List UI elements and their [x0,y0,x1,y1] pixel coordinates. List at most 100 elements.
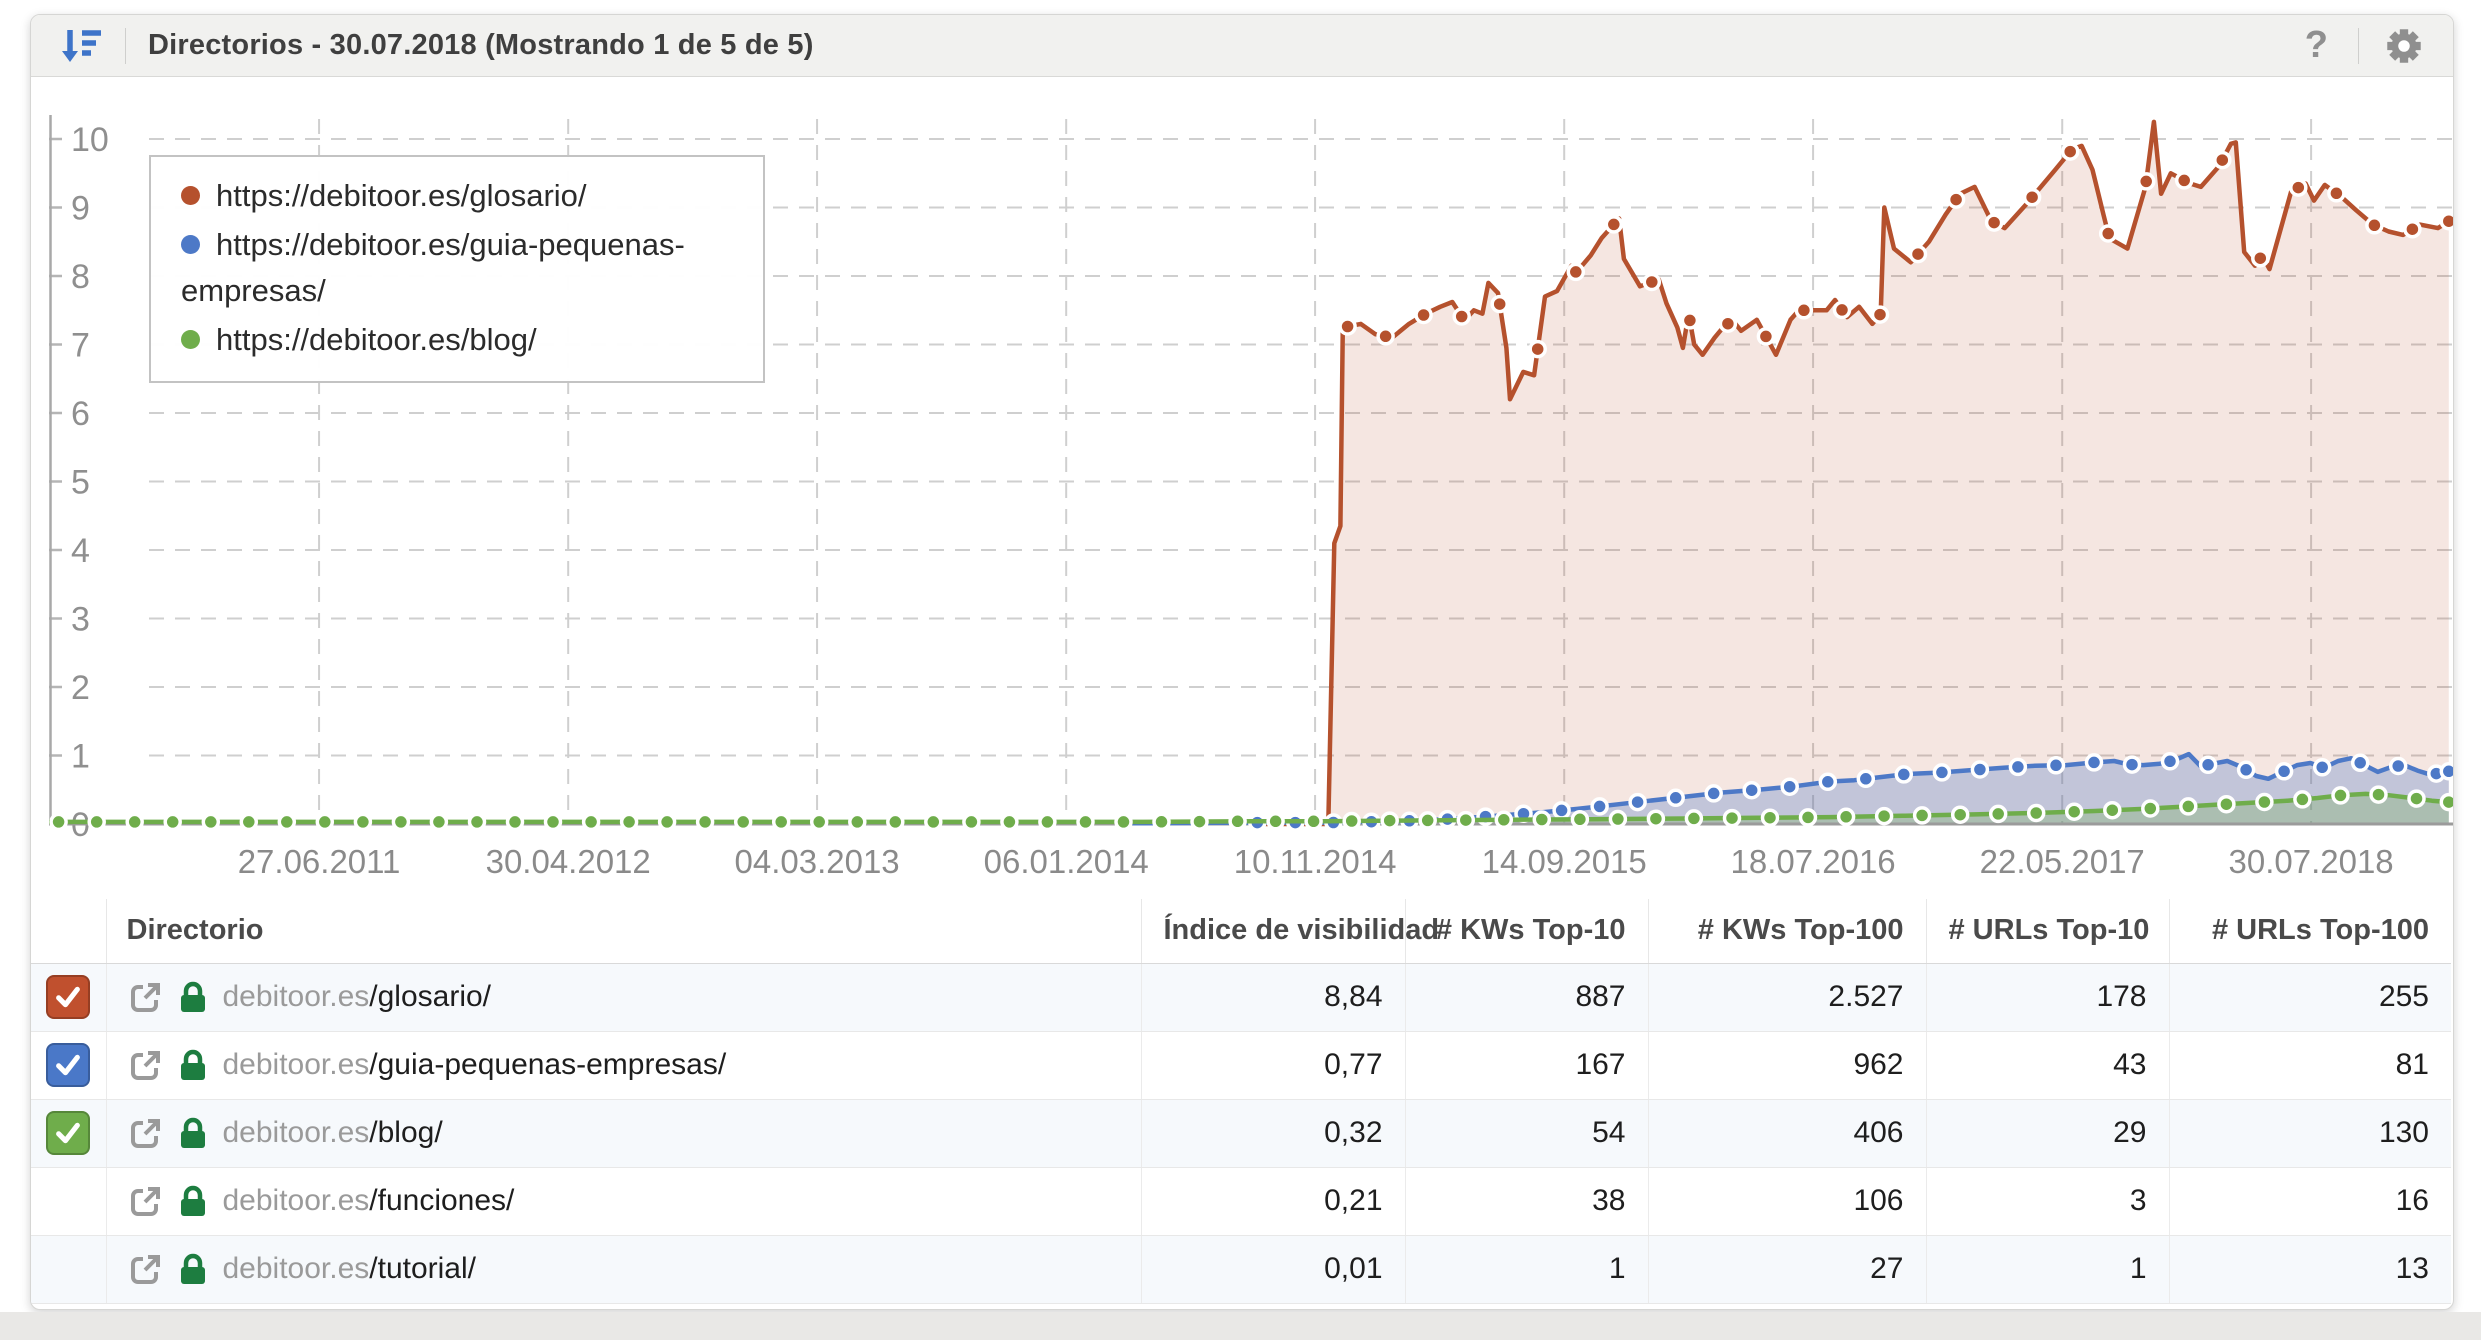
data-point-marker[interactable] [1718,314,1738,333]
data-point-marker[interactable] [581,812,601,832]
data-point-marker[interactable] [2179,797,2198,816]
data-point-marker[interactable] [2289,178,2308,197]
data-point-marker[interactable] [2274,762,2294,781]
column-header[interactable]: # URLs Top-100 [2168,899,2451,964]
data-point-marker[interactable] [1228,812,1247,831]
data-point-marker[interactable] [1190,812,1209,831]
series-checkbox[interactable] [46,1111,91,1155]
data-point-marker[interactable] [1836,807,1856,827]
data-point-marker[interactable] [1908,244,1928,264]
data-point-marker[interactable] [1528,339,1547,359]
data-point-marker[interactable] [1874,806,1894,826]
data-point-marker[interactable] [1722,808,1742,828]
data-point-marker[interactable] [315,812,335,832]
data-point-marker[interactable] [2198,755,2218,775]
directory-link[interactable]: debitoor.es/funciones/ [223,1184,515,1218]
data-point-marker[interactable] [1970,760,1990,779]
data-point-marker[interactable] [1984,213,2004,232]
data-point-marker[interactable] [771,812,791,832]
data-point-marker[interactable] [277,812,297,832]
data-point-marker[interactable] [809,812,829,832]
data-point-marker[interactable] [2103,800,2122,820]
data-point-marker[interactable] [49,812,68,832]
data-point-marker[interactable] [2064,802,2084,821]
data-point-marker[interactable] [1452,307,1471,326]
data-point-marker[interactable] [695,812,715,832]
data-point-marker[interactable] [924,812,943,832]
column-header[interactable]: # URLs Top-10 [1925,899,2169,964]
data-point-marker[interactable] [619,812,639,832]
data-point-marker[interactable] [1946,190,1966,209]
data-point-marker[interactable] [2098,224,2118,243]
data-point-marker[interactable] [1304,812,1323,831]
data-point-marker[interactable] [2236,760,2256,780]
data-point-marker[interactable] [1552,801,1571,820]
help-icon[interactable]: ? [2304,24,2328,66]
data-point-marker[interactable] [353,812,373,832]
data-point-marker[interactable] [848,812,867,832]
data-point-marker[interactable] [2008,757,2028,777]
data-point-marker[interactable] [1988,804,2008,824]
column-header[interactable]: Directorio [105,899,1141,964]
data-point-marker[interactable] [2060,142,2080,161]
data-point-marker[interactable] [201,812,221,832]
data-point-marker[interactable] [1912,806,1932,825]
data-point-marker[interactable] [239,812,259,832]
data-point-marker[interactable] [1000,812,1019,832]
directory-link[interactable]: debitoor.es/blog/ [223,1116,443,1150]
data-point-marker[interactable] [2026,803,2046,823]
data-point-marker[interactable] [1532,810,1552,829]
data-point-marker[interactable] [2369,785,2388,804]
sort-descending-icon[interactable] [57,23,103,69]
visibility-chart[interactable]: 01234567891027.06.201130.04.201204.03.20… [31,77,2453,899]
data-point-marker[interactable] [2331,786,2350,805]
data-point-marker[interactable] [2365,216,2384,235]
data-point-marker[interactable] [1494,810,1514,830]
data-point-marker[interactable] [2022,187,2042,207]
data-point-marker[interactable] [1380,811,1399,830]
directory-link[interactable]: debitoor.es/guia-pequenas-empresas/ [223,1048,727,1082]
column-header[interactable]: # KWs Top-100 [1647,899,1926,964]
data-point-marker[interactable] [657,812,677,832]
data-point-marker[interactable] [1490,294,1509,314]
directory-link[interactable]: debitoor.es/glosario/ [223,980,492,1014]
data-point-marker[interactable] [1604,215,1624,234]
data-point-marker[interactable] [1666,788,1685,808]
data-point-marker[interactable] [1756,327,1776,346]
data-point-marker[interactable] [1338,317,1357,336]
data-point-marker[interactable] [1780,777,1799,796]
data-point-marker[interactable] [1152,812,1171,832]
data-point-marker[interactable] [886,812,905,832]
gear-icon[interactable] [2381,23,2427,69]
external-link-icon[interactable] [129,1252,163,1286]
data-point-marker[interactable] [2217,794,2236,814]
data-point-marker[interactable] [2084,753,2104,772]
data-point-marker[interactable] [1832,300,1852,320]
data-point-marker[interactable] [1038,812,1057,832]
data-point-marker[interactable] [962,812,981,832]
data-point-marker[interactable] [1570,810,1590,829]
data-point-marker[interactable] [125,812,144,832]
data-point-marker[interactable] [2407,789,2426,808]
data-point-marker[interactable] [429,812,449,832]
data-point-marker[interactable] [1608,809,1628,829]
data-point-marker[interactable] [1950,805,1970,824]
data-point-marker[interactable] [1704,784,1723,803]
data-point-marker[interactable] [1414,305,1433,325]
external-link-icon[interactable] [129,1184,163,1218]
data-point-marker[interactable] [2160,752,2180,771]
data-point-marker[interactable] [1856,769,1876,789]
data-point-marker[interactable] [1628,792,1647,812]
data-point-marker[interactable] [2255,792,2274,812]
data-point-marker[interactable] [2388,756,2408,776]
data-point-marker[interactable] [1342,811,1361,831]
data-point-marker[interactable] [2174,171,2194,190]
data-point-marker[interactable] [2327,184,2346,203]
external-link-icon[interactable] [129,1048,163,1082]
data-point-marker[interactable] [1894,765,1914,784]
data-point-marker[interactable] [2439,762,2454,781]
data-point-marker[interactable] [1794,301,1814,320]
data-point-marker[interactable] [1456,810,1476,830]
data-point-marker[interactable] [1076,812,1095,832]
external-link-icon[interactable] [129,1116,163,1150]
